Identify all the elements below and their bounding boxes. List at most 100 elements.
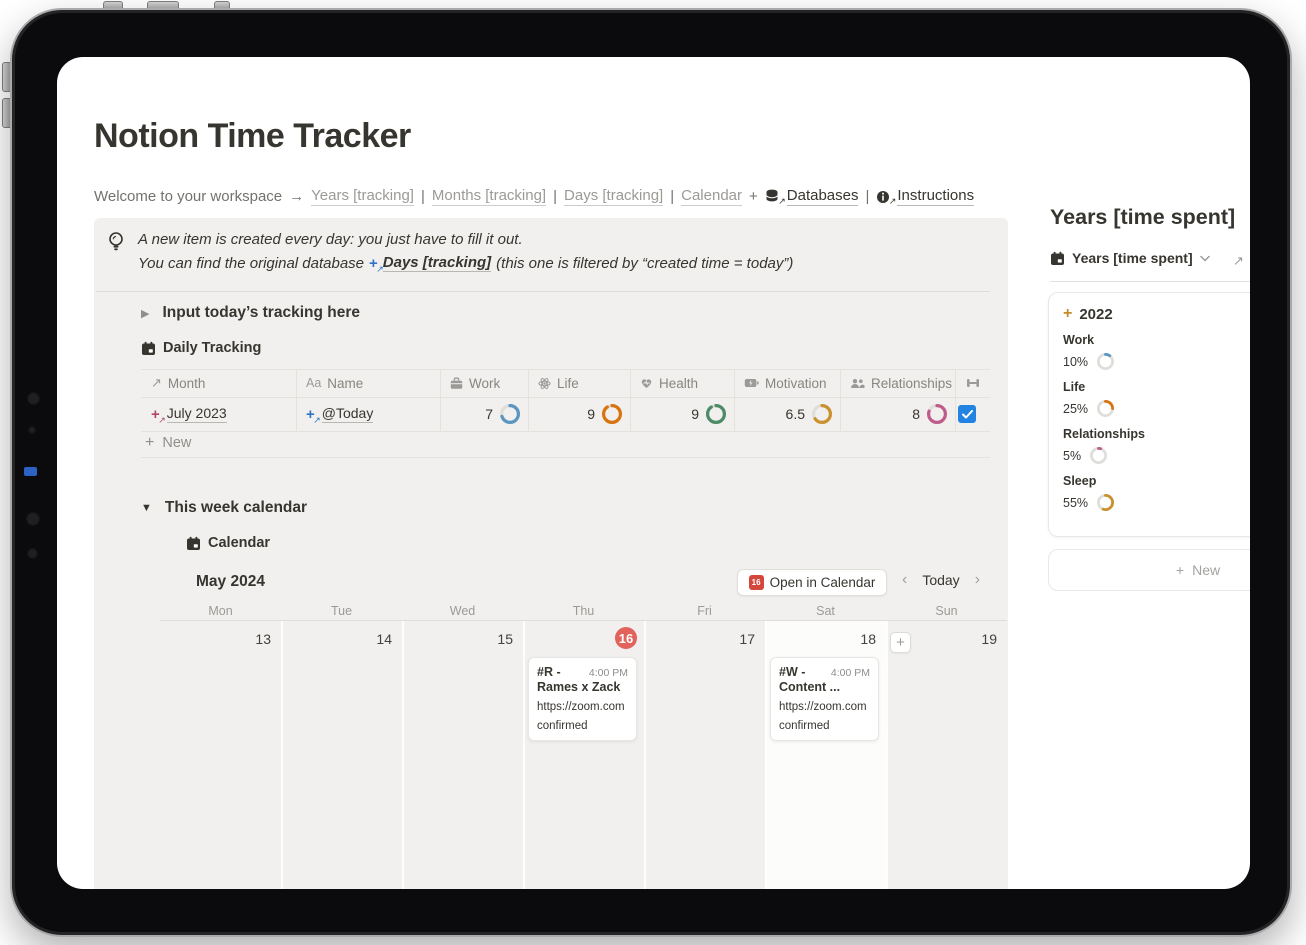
health-progress-ring: [706, 404, 726, 424]
relationships-progress-ring: [927, 404, 947, 424]
calendar-day-cell[interactable]: 17: [644, 621, 765, 889]
weekday-label: Mon: [208, 604, 233, 618]
red-calendar-icon: 16: [748, 575, 764, 590]
weekday-label: Sat: [816, 604, 835, 618]
people-icon: [850, 378, 865, 389]
table-new-button[interactable]: + New: [145, 434, 192, 451]
column-header-name[interactable]: Aa Name: [306, 375, 364, 391]
cell-name[interactable]: + ↗ @Today: [306, 397, 374, 431]
gym-checkbox[interactable]: [958, 405, 976, 423]
cell-health-score[interactable]: 9: [630, 397, 726, 431]
column-border: [296, 369, 297, 431]
calendar-day-cell[interactable]: 15: [402, 621, 523, 889]
link-days-tracking-db[interactable]: Days [tracking]: [382, 254, 492, 272]
linked-database-icon: + ↗: [369, 254, 384, 274]
property-value: 55%: [1063, 494, 1250, 511]
divider: [1050, 281, 1250, 282]
column-header-health[interactable]: Health: [640, 369, 698, 397]
plus-icon: +: [145, 434, 155, 451]
life-pct-ring: [1097, 400, 1115, 417]
weekday-label: Wed: [449, 604, 476, 618]
camera-dot: [27, 392, 40, 405]
calendar-day-cell[interactable]: 18 #W - 4:00 PM Content ... https://zoom…: [765, 621, 886, 889]
calendar-db-title[interactable]: Calendar: [186, 535, 270, 551]
column-border: [440, 369, 441, 431]
toggle-collapsed-icon[interactable]: ▶: [141, 307, 150, 320]
chevron-left-icon[interactable]: ‹: [902, 571, 908, 588]
column-header-work[interactable]: Work: [450, 369, 500, 397]
event-time: 4:00 PM: [830, 667, 870, 679]
sensor-dot: [28, 426, 36, 434]
calendar-day-cell[interactable]: 13: [160, 621, 281, 889]
view-selector[interactable]: Years [time spent]: [1050, 250, 1210, 266]
expand-icon[interactable]: ↗: [1233, 253, 1244, 268]
daily-tracking-db-title[interactable]: Daily Tracking: [141, 340, 261, 356]
panel-new-button[interactable]: + New: [1048, 549, 1250, 591]
event-title: Rames x Zack: [537, 680, 621, 694]
relationships-pct-ring: [1090, 447, 1108, 464]
today-button[interactable]: Today: [922, 572, 960, 588]
database-icon: ↗: [765, 189, 786, 206]
open-in-calendar-button[interactable]: 16 Open in Calendar: [737, 569, 887, 596]
breadcrumb: Welcome to your workspace → Years [track…: [94, 187, 975, 206]
sensor-dot: [27, 548, 38, 559]
property-label: Life: [1063, 380, 1086, 394]
info-icon: ↗: [876, 190, 896, 206]
cell-work-score[interactable]: 7: [440, 397, 520, 431]
link-instructions[interactable]: Instructions: [897, 187, 975, 206]
event-status: confirmed: [779, 720, 830, 732]
column-header-month[interactable]: ↗ Month: [151, 375, 206, 391]
event-status: confirmed: [537, 720, 588, 732]
camera-dot: [26, 512, 40, 526]
event-url: https://zoom.com: [537, 701, 625, 713]
arrow-up-right-icon: ↗: [888, 195, 897, 206]
date-number: 17: [739, 631, 755, 647]
weekday-label: Fri: [697, 604, 712, 618]
today-mention-link[interactable]: @Today: [321, 405, 374, 423]
link-years-tracking[interactable]: Years [tracking]: [311, 187, 414, 206]
calendar-icon: [141, 341, 156, 356]
toggle-expanded-icon[interactable]: ▼: [141, 502, 152, 514]
toggle-week-calendar[interactable]: ▼ This week calendar: [141, 499, 308, 516]
property-value: 5%: [1063, 447, 1250, 464]
cell-relationships-score[interactable]: 8: [840, 397, 947, 431]
calendar-day-cell[interactable]: 14: [281, 621, 402, 889]
year-card-2022[interactable]: + 2022 Work 10% Life 25% Relationships 5…: [1048, 292, 1250, 537]
event-card[interactable]: #W - 4:00 PM Content ... https://zoom.co…: [770, 657, 879, 741]
column-header-life[interactable]: Life: [538, 369, 579, 397]
dumbbell-icon: [965, 378, 981, 388]
link-months-tracking[interactable]: Months [tracking]: [431, 187, 547, 206]
callout-block: A new item is created every day: you jus…: [94, 218, 1008, 889]
cell-life-score[interactable]: 9: [528, 397, 622, 431]
add-event-button[interactable]: +: [890, 632, 911, 653]
lightbulb-icon: [106, 231, 126, 255]
column-header-relationships[interactable]: Relationships: [850, 369, 952, 397]
today-badge: 16: [615, 627, 637, 649]
toggle-input-tracking[interactable]: ▶ Input today’s tracking here: [141, 304, 360, 321]
calendar-day-cell[interactable]: + 19: [886, 621, 1007, 889]
calendar-day-cell-today[interactable]: 16 #R - 4:00 PM Rames x Zack https://zoo…: [523, 621, 644, 889]
weekday-label: Tue: [330, 604, 353, 618]
relation-icon: ↗: [151, 375, 162, 390]
link-databases[interactable]: Databases: [786, 187, 859, 206]
property-label: Relationships: [1063, 427, 1145, 441]
column-header-workout[interactable]: [955, 369, 990, 397]
status-led: [24, 467, 37, 476]
separator: |: [553, 188, 558, 205]
date-number: 13: [255, 631, 271, 647]
callout-line2-suffix: (this one is filtered by “created time =…: [496, 254, 794, 272]
arrow-up-right-icon: ↗: [158, 414, 166, 425]
cell-motivation-score[interactable]: 6.5: [734, 397, 832, 431]
link-days-tracking[interactable]: Days [tracking]: [564, 187, 664, 206]
atom-icon: [538, 377, 551, 390]
event-card[interactable]: #R - 4:00 PM Rames x Zack https://zoom.c…: [528, 657, 637, 741]
plus-icon: +: [1175, 562, 1185, 578]
month-link[interactable]: July 2023: [166, 405, 227, 423]
cell-month[interactable]: + ↗ July 2023: [151, 397, 227, 431]
chevron-right-icon[interactable]: ›: [974, 571, 981, 588]
link-calendar[interactable]: Calendar: [681, 187, 742, 206]
table-border: [141, 431, 990, 432]
date-number: 18: [860, 631, 876, 647]
weekday-label: Thu: [572, 604, 595, 618]
column-header-motivation[interactable]: Motivation: [744, 369, 827, 397]
